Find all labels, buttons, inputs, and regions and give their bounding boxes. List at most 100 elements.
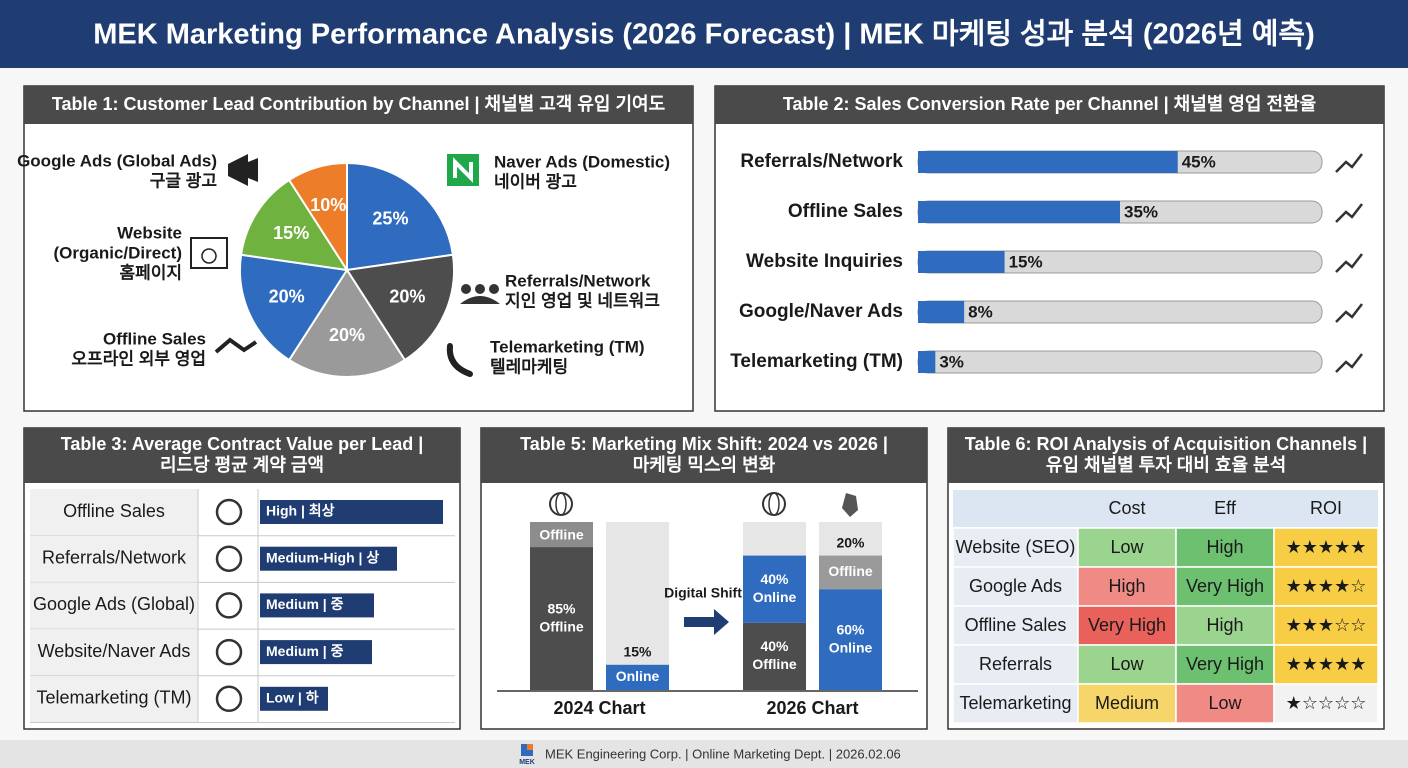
bar: [918, 351, 936, 373]
segment-name: Online: [753, 589, 797, 605]
panel-title-bar: [24, 86, 693, 124]
header-bg: [953, 490, 1378, 527]
row-icon: [215, 545, 243, 572]
panel-title: 유입 채널별 투자 대비 효율 분석: [1046, 454, 1286, 475]
panel-title: Table 3: Average Contract Value per Lead…: [61, 434, 424, 454]
trend-icon: [1335, 153, 1363, 173]
table-cell: [1175, 683, 1275, 724]
slice-label: 20%: [389, 286, 425, 306]
bar-value-label: 15%: [1009, 252, 1043, 271]
cell-text: High: [1108, 576, 1145, 596]
row-label-bg: [30, 489, 198, 536]
browser-icon: [190, 237, 228, 269]
table-cell: [1077, 605, 1177, 646]
segment-value-label: 60%: [836, 621, 865, 637]
handshake-icon: [214, 337, 258, 354]
group-label: 2024 Chart: [553, 698, 645, 718]
cell-text: Very High: [1186, 654, 1264, 674]
level-label: High | 최상: [266, 503, 335, 519]
slice-category: 오프라인 외부 영업: [71, 349, 206, 368]
cell-text: Website (SEO): [956, 537, 1076, 557]
trend-icon: [1335, 253, 1363, 273]
row-label-bg: [30, 535, 198, 583]
page-title: MEK Marketing Performance Analysis (2026…: [93, 18, 1315, 51]
panel-title-bar: [948, 428, 1384, 483]
bar: [918, 251, 1005, 273]
panel-title: Table 5: Marketing Mix Shift: 2024 vs 20…: [520, 434, 888, 454]
table-cell: [1273, 683, 1379, 724]
row-label-bg: [30, 675, 198, 723]
group-label: 2026 Chart: [766, 698, 858, 718]
trend-icon: [1335, 203, 1363, 223]
bar-category: Google/Naver Ads: [739, 301, 903, 322]
people-icon: [461, 284, 471, 294]
row-label: Google Ads (Global): [33, 594, 195, 614]
cell-text: Low: [1110, 537, 1144, 557]
segment-value-label: 40%: [760, 638, 789, 654]
cell-text: ★☆☆☆☆: [1286, 693, 1367, 713]
bar-segment: [819, 589, 882, 690]
bar-background: [606, 522, 669, 690]
panel-title: Table 6: ROI Analysis of Acquisition Cha…: [965, 434, 1367, 454]
table-cell: [952, 527, 1079, 568]
footer-logo: [527, 744, 533, 750]
slice-category: (Organic/Direct): [54, 243, 182, 262]
row-icon: [215, 638, 243, 666]
slice-category: Offline Sales: [103, 329, 206, 348]
level-label: Medium-High | 상: [266, 549, 379, 565]
level-bar: [260, 500, 443, 524]
korea-icon: [842, 493, 858, 517]
table-cell: [1273, 605, 1379, 646]
table-cell: [1175, 644, 1275, 685]
pie-slice: [287, 161, 348, 274]
level-bar: [260, 593, 374, 618]
bar-value-label: 35%: [1124, 202, 1158, 221]
bar-category: Website Inquiries: [746, 251, 903, 272]
bar-segment: [530, 547, 593, 690]
bar-category: Telemarketing (TM): [730, 351, 903, 372]
row-label-bg: [30, 582, 198, 630]
bar-value-label: 3%: [939, 352, 964, 371]
level-label: Low | 하: [266, 690, 319, 706]
table-cell: [1175, 566, 1275, 607]
slice-label: 20%: [329, 325, 365, 345]
column-header: Eff: [1214, 498, 1237, 518]
header-band: [0, 0, 1408, 68]
cell-text: Low: [1208, 693, 1242, 713]
row-label: Offline Sales: [63, 501, 165, 521]
slice-category: 구글 광고: [150, 171, 218, 190]
bar-value-label: 45%: [1182, 152, 1216, 171]
trend-icon: [1335, 353, 1363, 373]
cell-text: Telemarketing: [959, 693, 1071, 713]
row-icon: [215, 685, 243, 713]
segment-name: Online: [616, 668, 660, 684]
trend-icon: [1335, 303, 1363, 323]
bar-segment: [743, 622, 806, 690]
cell-text: ★★★★★: [1286, 654, 1367, 674]
table-cell: [1175, 527, 1275, 568]
bar-segment: [819, 555, 882, 590]
segment-value-label: 40%: [760, 571, 789, 587]
panel-title: 마케팅 믹스의 변화: [633, 455, 776, 475]
cell-text: Very High: [1088, 615, 1166, 635]
slice-category: Referrals/Network: [505, 271, 651, 290]
cell-text: High: [1206, 615, 1243, 635]
segment-value-label: 85%: [547, 600, 576, 616]
pie-slice: [345, 253, 455, 362]
level-label: Medium | 중: [266, 643, 344, 659]
phone-icon: [446, 343, 473, 377]
panel-title-bar: [715, 86, 1384, 124]
cell-text: Low: [1110, 654, 1144, 674]
cell-text: High: [1206, 537, 1243, 557]
slice-label: 15%: [273, 223, 309, 243]
bar-segment: [743, 555, 806, 623]
panel-title: Table 1: Customer Lead Contribution by C…: [52, 93, 665, 114]
browser-icon-globe: [201, 248, 217, 264]
slice-label: 25%: [372, 209, 408, 229]
column-header: Cost: [1108, 498, 1145, 518]
cell-text: Medium: [1095, 693, 1159, 713]
slice-category: Website: [117, 223, 182, 242]
bar-value-label: 8%: [968, 302, 993, 321]
bar-track: [917, 350, 1323, 374]
